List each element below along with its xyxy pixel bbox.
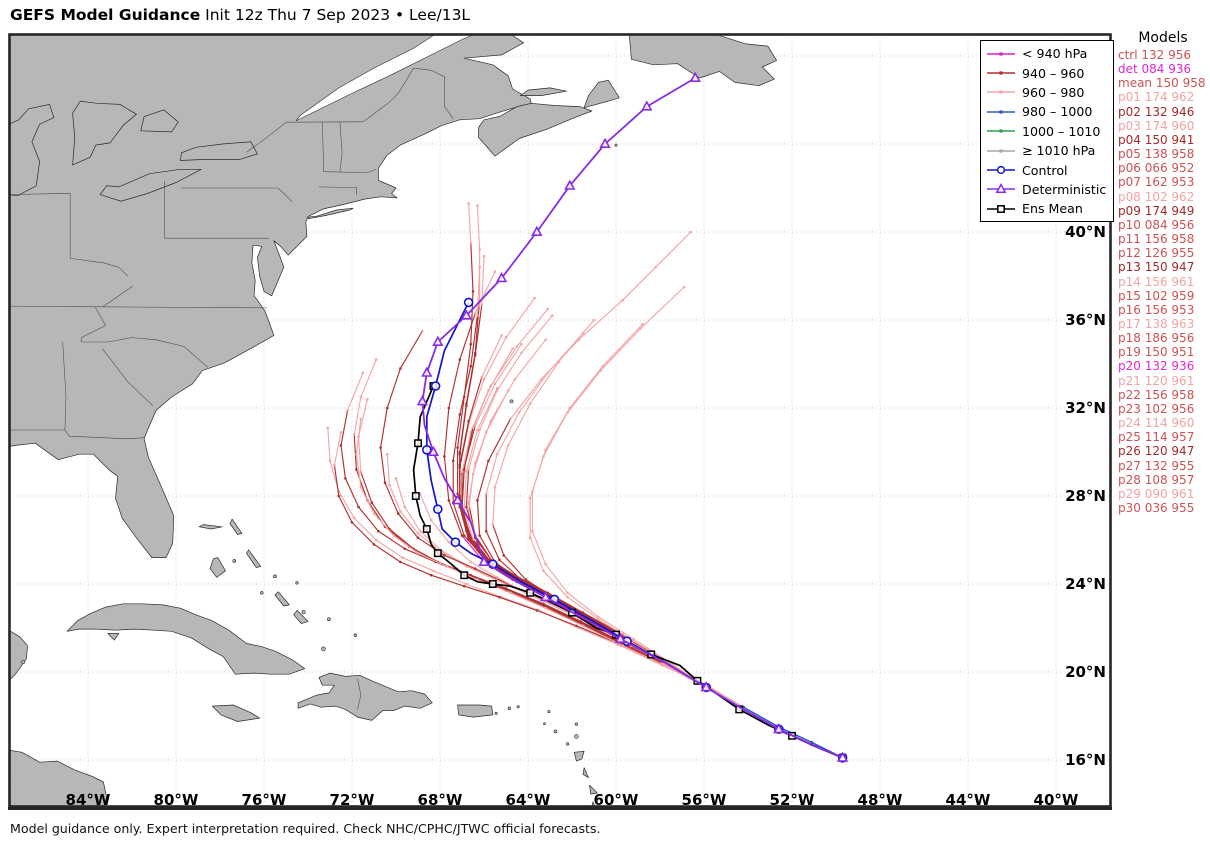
model-entry-p27: p27 132 955 <box>1118 458 1195 473</box>
lon-tick-label: 80°W <box>154 791 199 809</box>
model-entry-p29: p29 090 961 <box>1118 486 1195 501</box>
model-entry-p18: p18 186 956 <box>1118 331 1195 346</box>
lat-tick-label: 20°N <box>1065 663 1106 681</box>
legend-category-swatch <box>987 129 1015 133</box>
model-entry-p06: p06 066 952 <box>1118 161 1195 176</box>
lat-tick-label: 40°N <box>1065 223 1106 241</box>
legend-item: < 940 hPa <box>981 44 1113 63</box>
model-entry-p14: p14 156 961 <box>1118 274 1195 289</box>
model-entry-ctrl: ctrl 132 956 <box>1118 48 1192 62</box>
lon-tick-label: 48°W <box>858 791 903 809</box>
model-entry-p12: p12 126 955 <box>1118 246 1195 261</box>
model-entry-p02: p02 132 946 <box>1118 104 1195 119</box>
main-tracks <box>411 71 849 763</box>
model-entry-p30: p30 036 955 <box>1118 501 1195 515</box>
grid-layer <box>8 33 1112 810</box>
track-map-frame: 84°W 80°W 76°W 72°W 68°W 64°W 60°W 56°W 52°W 48°W… <box>8 33 1112 810</box>
lon-tick-label: 40°W <box>1034 791 1079 809</box>
lon-tick-label: 52°W <box>770 791 815 809</box>
model-entry-p09: p09 174 949 <box>1118 203 1195 218</box>
model-entry-p16: p16 156 953 <box>1118 302 1195 317</box>
model-entry-p25: p25 114 957 <box>1118 430 1195 445</box>
legend-control-swatch <box>987 165 1015 175</box>
legend-category-swatch <box>987 71 1015 75</box>
legend-mean-swatch <box>987 204 1015 213</box>
legend-item-label: 940 – 960 <box>1022 65 1085 81</box>
legend-category-swatch <box>987 52 1015 56</box>
model-entry-p24: p24 114 960 <box>1118 416 1195 431</box>
lon-tick-label: 84°W <box>66 791 111 809</box>
legend-category-swatch <box>987 90 1015 95</box>
model-entry-p10: p10 084 956 <box>1118 217 1195 232</box>
disclaimer-text: Model guidance only. Expert interpretati… <box>10 821 601 836</box>
legend-item-label: 1000 – 1010 <box>1022 123 1101 139</box>
model-entry-p26: p26 120 947 <box>1118 444 1195 459</box>
model-entry-p13: p13 150 947 <box>1118 260 1195 275</box>
lat-tick-label: 24°N <box>1065 575 1106 593</box>
model-entry-p01: p01 174 962 <box>1118 90 1195 105</box>
legend-item-label: 960 – 980 <box>1022 84 1085 100</box>
legend-item-label: < 940 hPa <box>1022 46 1088 62</box>
model-entry-p17: p17 138 963 <box>1118 316 1195 331</box>
lon-tick-label: 44°W <box>946 791 991 809</box>
legend-item-label: ≥ 1010 hPa <box>1022 143 1096 159</box>
model-entry-p03: p03 174 960 <box>1118 118 1195 133</box>
page-title: GEFS Model Guidance Init 12z Thu 7 Sep 2… <box>10 6 470 24</box>
model-entry-p28: p28 108 957 <box>1118 472 1195 487</box>
lon-tick-label: 76°W <box>242 791 287 809</box>
lat-tick-label: 36°N <box>1065 311 1106 329</box>
deterministic-track <box>416 71 849 762</box>
models-list: ctrl 132 956 det 084 936 mean 150 958 p01 1… <box>1116 48 1210 515</box>
track-map: 84°W 80°W 76°W 72°W 68°W 64°W 60°W 56°W 52°W 48°W… <box>8 33 1112 810</box>
lat-tick-label: 32°N <box>1065 399 1106 417</box>
legend-category-swatch <box>987 110 1015 114</box>
models-panel-title: Models <box>1138 30 1188 46</box>
title-init-storm: Init 12z Thu 7 Sep 2023 • Lee/13L <box>200 6 471 24</box>
model-entry-p21: p21 120 961 <box>1118 373 1195 388</box>
model-entry-mean: mean 150 958 <box>1118 76 1206 91</box>
legend-item: 980 – 1000 <box>981 102 1113 121</box>
lon-tick-label: 68°W <box>418 791 463 809</box>
model-entry-p19: p19 150 951 <box>1118 345 1195 360</box>
model-entry-p05: p05 138 958 <box>1118 147 1195 162</box>
pressure-legend: < 940 hPa 940 – 960 960 – 980 980 – 1000 100… <box>980 40 1114 222</box>
legend-item: 960 – 980 <box>981 83 1113 102</box>
legend-item-label: Control <box>1022 162 1068 178</box>
legend-item-label: 980 – 1000 <box>1022 104 1093 120</box>
lon-tick-label: 72°W <box>330 791 375 809</box>
legend-item: Ens Mean <box>981 199 1113 218</box>
model-entry-p23: p23 102 956 <box>1118 401 1195 416</box>
legend-item: 1000 – 1010 <box>981 122 1113 141</box>
models-panel: Models ctrl 132 956 det 084 936 mean 150 9… <box>1116 30 1210 515</box>
lat-tick-label: 16°N <box>1065 751 1106 769</box>
legend-category-swatch <box>987 149 1015 153</box>
legend-item: Control <box>981 160 1113 179</box>
model-entry-p07: p07 162 953 <box>1118 175 1195 190</box>
lon-tick-label: 64°W <box>506 791 551 809</box>
model-entry-p20: p20 132 936 <box>1118 359 1195 374</box>
model-entry-p15: p15 102 959 <box>1118 288 1195 303</box>
ensemble-tracks <box>326 202 844 760</box>
legend-item-label: Ens Mean <box>1022 201 1083 217</box>
legend-item: ≥ 1010 hPa <box>981 141 1113 160</box>
legend-deterministic-swatch <box>987 183 1015 194</box>
legend-item: Deterministic <box>981 180 1113 199</box>
lon-tick-label: 56°W <box>682 791 727 809</box>
legend-item: 940 – 960 <box>981 63 1113 82</box>
model-entry-p22: p22 156 958 <box>1118 387 1195 402</box>
lon-tick-label: 60°W <box>594 791 639 809</box>
axis-labels: 84°W 80°W 76°W 72°W 68°W 64°W 60°W 56°W 52°W 48°W… <box>66 223 1106 809</box>
model-entry-p11: p11 156 958 <box>1118 232 1195 247</box>
model-entry-p08: p08 102 962 <box>1118 189 1195 204</box>
legend-item-label: Deterministic <box>1022 181 1107 197</box>
lat-tick-label: 28°N <box>1065 487 1106 505</box>
title-product: GEFS Model Guidance <box>10 6 201 24</box>
model-entry-p04: p04 150 941 <box>1118 132 1195 147</box>
model-entry-det: det 084 936 <box>1118 62 1192 77</box>
land-layer <box>8 33 777 810</box>
